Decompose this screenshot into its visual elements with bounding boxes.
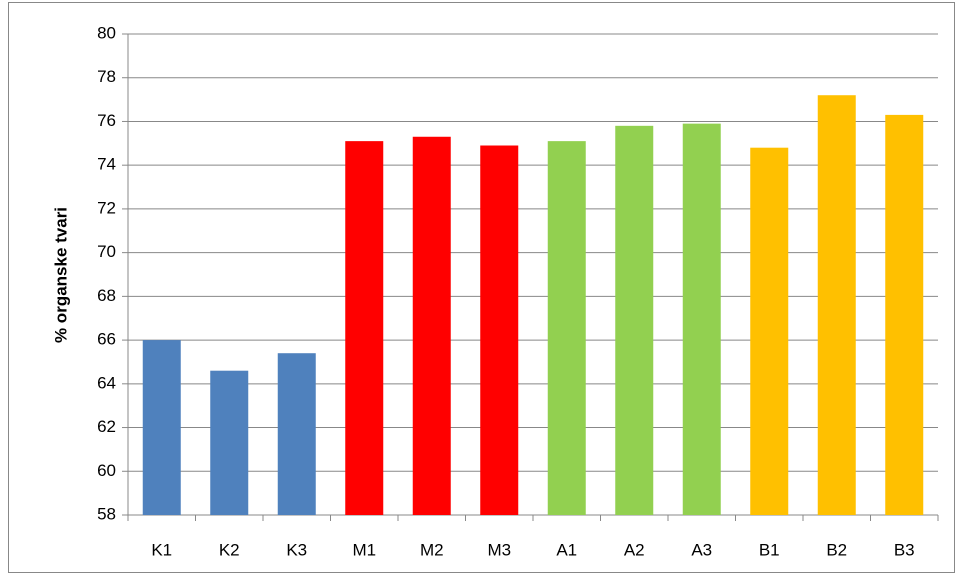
- x-tick-label: B1: [759, 540, 780, 559]
- y-tick-label: 58: [97, 504, 116, 523]
- bar: [817, 95, 856, 515]
- y-tick-label: 72: [97, 198, 116, 217]
- x-tick-label: K3: [286, 540, 307, 559]
- bar: [885, 114, 924, 516]
- x-tick-label: M3: [487, 540, 511, 559]
- x-tick-label: M1: [352, 540, 376, 559]
- bar: [480, 145, 519, 515]
- bar: [142, 340, 181, 515]
- y-tick-label: 74: [97, 155, 116, 174]
- y-tick-label: 76: [97, 111, 116, 130]
- bar: [345, 141, 384, 515]
- bar: [750, 147, 789, 515]
- x-tick-label: A1: [556, 540, 577, 559]
- y-tick-label: 64: [97, 373, 116, 392]
- x-tick-label: B3: [894, 540, 915, 559]
- bar: [547, 141, 586, 515]
- y-tick-label: 66: [97, 330, 116, 349]
- bar: [615, 125, 654, 515]
- x-tick-label: A2: [624, 540, 645, 559]
- y-tick-label: 60: [97, 461, 116, 480]
- x-tick-label: M2: [420, 540, 444, 559]
- y-axis-label: % organske tvari: [51, 207, 70, 343]
- bar: [277, 353, 316, 515]
- x-tick-label: A3: [691, 540, 712, 559]
- bar: [682, 123, 721, 516]
- y-tick-label: 80: [97, 23, 116, 42]
- y-tick-label: 62: [97, 417, 116, 436]
- x-tick-label: K1: [151, 540, 172, 559]
- y-tick-label: 68: [97, 286, 116, 305]
- x-tick-label: B2: [826, 540, 847, 559]
- y-tick-label: 70: [97, 242, 116, 261]
- bar: [412, 136, 451, 515]
- bar: [210, 370, 249, 515]
- x-tick-label: K2: [219, 540, 240, 559]
- y-tick-label: 78: [97, 67, 116, 86]
